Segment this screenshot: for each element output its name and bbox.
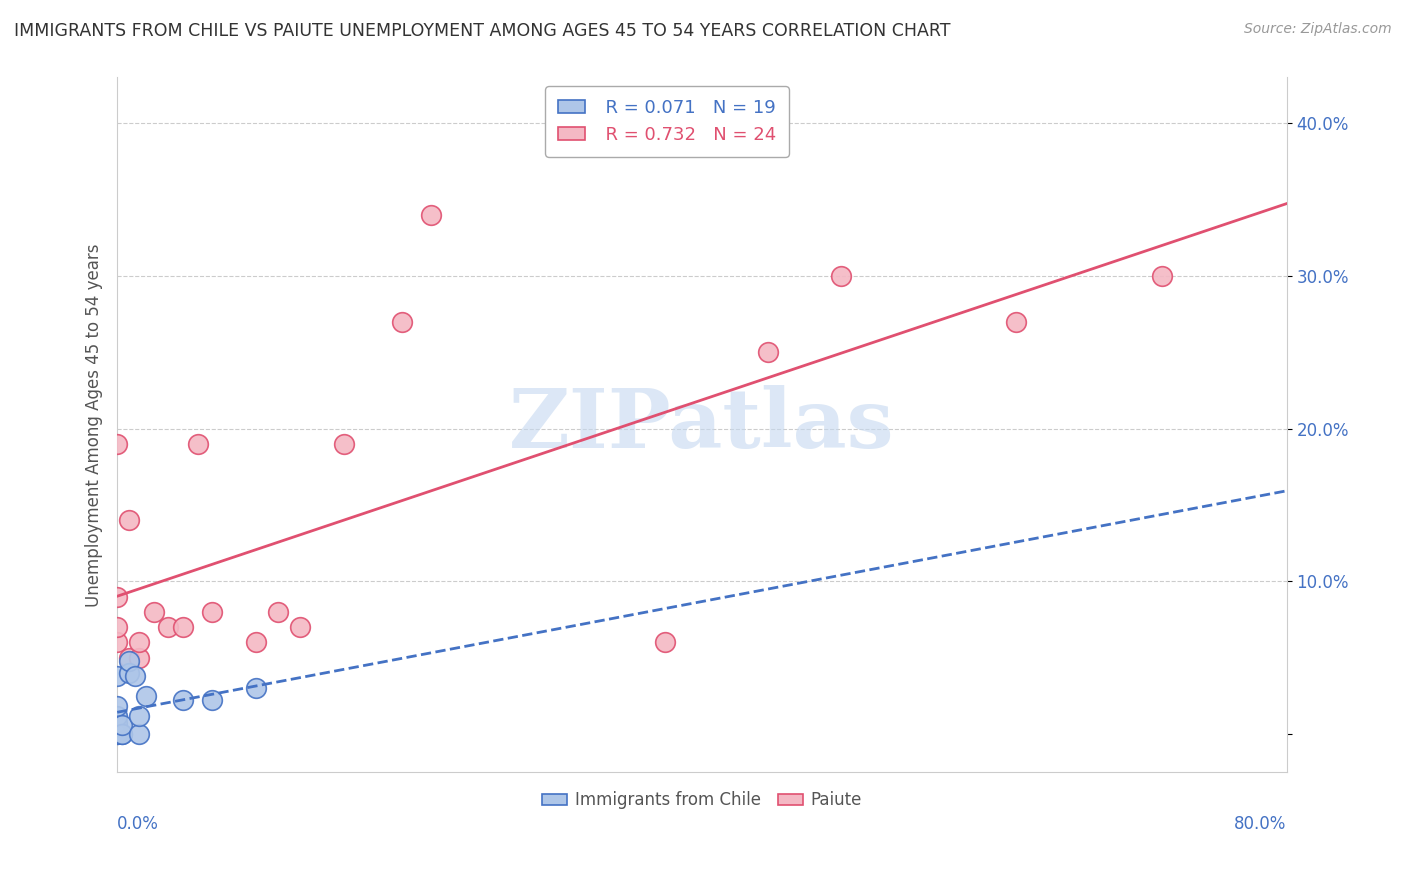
Point [830,268,852,283]
Y-axis label: Unemployment Among Ages 45 to 54 years: Unemployment Among Ages 45 to 54 years [86,243,103,607]
Point [118,665,141,680]
Point [105,635,128,649]
Point [128,650,150,665]
Point [105,727,128,741]
Point [1005,315,1028,329]
Text: 0.0%: 0.0% [117,815,159,833]
Point [128,727,150,741]
Point [118,650,141,665]
Point [1152,268,1174,283]
Point [110,727,132,741]
Point [105,727,128,741]
Point [288,620,311,634]
Point [172,620,194,634]
Text: 80.0%: 80.0% [1234,815,1286,833]
Point [391,315,413,329]
Point [105,437,128,451]
Point [105,708,128,723]
Text: Source: ZipAtlas.com: Source: ZipAtlas.com [1244,22,1392,37]
Point [118,654,141,668]
Point [142,605,165,619]
Point [110,718,132,732]
Point [110,727,132,741]
Point [105,590,128,604]
Point [105,699,128,714]
Point [105,716,128,731]
Point [118,513,141,527]
Point [128,635,150,649]
Point [105,719,128,733]
Point [124,669,146,683]
Point [105,620,128,634]
Point [201,693,224,707]
Point [187,437,209,451]
Point [201,605,224,619]
Point [135,689,157,703]
Point [245,635,267,649]
Point [420,208,443,222]
Text: IMMIGRANTS FROM CHILE VS PAIUTE UNEMPLOYMENT AMONG AGES 45 TO 54 YEARS CORRELATI: IMMIGRANTS FROM CHILE VS PAIUTE UNEMPLOY… [14,22,950,40]
Point [756,345,779,359]
Text: ZIPatlas: ZIPatlas [509,384,894,465]
Point [105,669,128,683]
Point [245,681,267,695]
Point [128,708,150,723]
Point [332,437,354,451]
Point [172,693,194,707]
Point [157,620,180,634]
Point [654,635,676,649]
Legend: Immigrants from Chile, Paiute: Immigrants from Chile, Paiute [534,785,869,816]
Point [267,605,290,619]
